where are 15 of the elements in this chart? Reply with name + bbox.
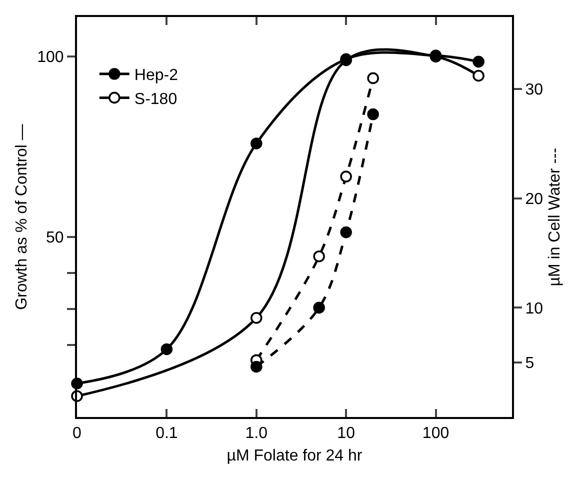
x-tick-label: 0 <box>72 425 82 442</box>
y2-tick-label: 5 <box>525 354 534 372</box>
x-tick-label: 100 <box>422 425 450 442</box>
y2-tick-label: 10 <box>525 300 544 318</box>
y2-tick-label: 30 <box>525 82 544 99</box>
y-axis-title: Growth as % of Control — <box>13 124 30 310</box>
x-tick-label: 10 <box>337 425 356 442</box>
y2-tick-label: 20 <box>525 191 544 208</box>
x-tick-label: 1.0 <box>245 425 268 442</box>
legend-label: Hep-2 <box>134 67 178 84</box>
legend-label: S-180 <box>134 90 178 108</box>
y2-axis-title: µM in Cell Water --- <box>546 148 564 286</box>
y-tick-label: 50 <box>46 229 64 246</box>
x-tick-label: 0.1 <box>156 425 178 442</box>
x-axis-title: µM Folate for 24 hr <box>226 447 363 464</box>
